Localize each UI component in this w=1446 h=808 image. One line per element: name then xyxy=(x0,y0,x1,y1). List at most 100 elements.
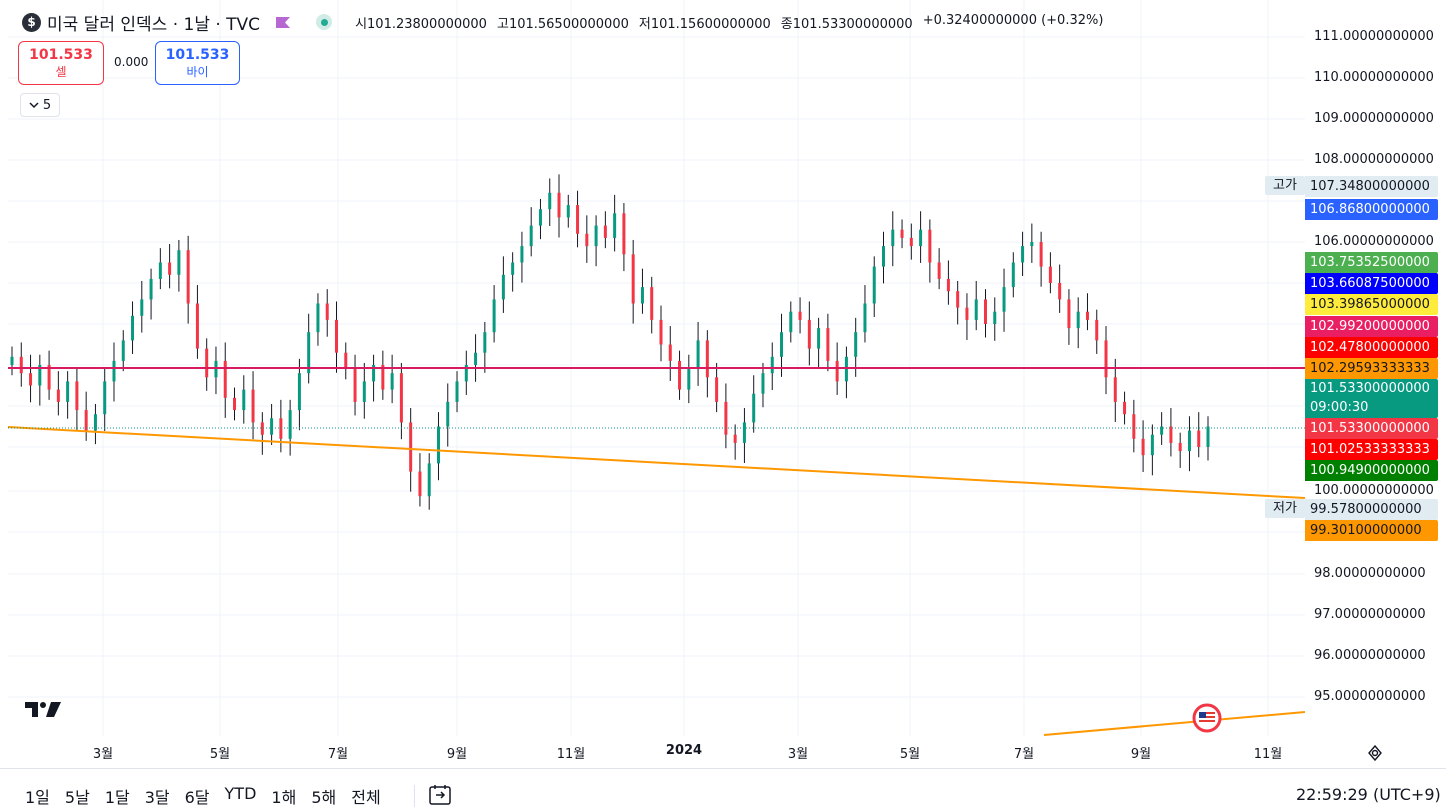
candle-body xyxy=(863,303,867,333)
range-button[interactable]: 전체 xyxy=(351,788,381,807)
candle-body xyxy=(38,365,42,386)
calendar-goto-icon[interactable] xyxy=(428,783,454,807)
candle-body xyxy=(909,237,913,247)
candle xyxy=(696,321,700,386)
price-chart[interactable] xyxy=(8,0,1305,736)
candle xyxy=(29,354,33,403)
candle-body xyxy=(687,369,691,390)
range-button[interactable]: YTD xyxy=(224,784,257,803)
candle xyxy=(242,375,246,424)
candle-body xyxy=(715,377,719,402)
chart-pane[interactable] xyxy=(8,0,1305,736)
candle-body xyxy=(817,328,821,349)
candle-body xyxy=(93,414,97,431)
candle xyxy=(186,235,190,324)
candle xyxy=(131,301,135,354)
price-axis[interactable]: 111.00000000000 110.00000000000 109.000000… xyxy=(1305,0,1446,736)
candle-body xyxy=(474,352,478,365)
candle-body xyxy=(233,397,237,411)
bar-countdown: 09:00:30 xyxy=(1310,400,1369,415)
symbol-legend: $ 미국 달러 인덱스 · 1날 · TVC 시101.23800000000 … xyxy=(22,11,1103,35)
candle-body xyxy=(84,410,88,431)
candlestick-series xyxy=(10,174,1210,510)
candle xyxy=(158,248,162,290)
buy-button[interactable]: 101.533 바이 xyxy=(155,41,240,85)
candle-body xyxy=(158,262,162,279)
tradingview-logo-icon[interactable] xyxy=(24,699,64,719)
candle xyxy=(1002,268,1006,332)
indicators-collapse-button[interactable]: 5 xyxy=(20,93,60,117)
range-button[interactable]: 3달 xyxy=(144,788,170,807)
candle-body xyxy=(436,426,440,464)
candle-body xyxy=(807,319,811,349)
candle-body xyxy=(297,373,301,411)
buy-price: 101.533 xyxy=(165,47,230,63)
candle xyxy=(381,350,385,400)
candle-body xyxy=(168,262,172,275)
candle-body xyxy=(956,291,960,308)
candle-body xyxy=(464,365,468,382)
candle-body xyxy=(678,360,682,390)
candle-body xyxy=(900,229,904,238)
candle xyxy=(233,387,237,421)
candle xyxy=(900,219,904,249)
candle xyxy=(418,453,422,507)
candle-body xyxy=(1002,287,1006,312)
candle xyxy=(205,338,209,391)
candle-body xyxy=(993,311,997,324)
candle-body xyxy=(1104,340,1108,378)
range-button[interactable]: 5날 xyxy=(64,788,90,807)
range-button[interactable]: 1해 xyxy=(271,788,297,807)
settings-icon[interactable] xyxy=(1366,744,1384,762)
toolbar-divider xyxy=(414,785,415,807)
candle-body xyxy=(1085,311,1089,320)
us-flag-event-icon[interactable] xyxy=(1192,703,1222,733)
candle-body xyxy=(854,332,858,357)
candle xyxy=(882,231,886,284)
candle xyxy=(325,289,329,337)
candle xyxy=(1104,326,1108,395)
session-clock[interactable]: 22:59:29 (UTC+9) xyxy=(1296,785,1441,804)
candle xyxy=(75,367,79,431)
candle-body xyxy=(242,389,246,411)
candle xyxy=(1021,231,1025,277)
market-status-icon[interactable] xyxy=(316,14,333,30)
symbol-title[interactable]: 미국 달러 인덱스 · 1날 · TVC xyxy=(47,14,261,35)
candle xyxy=(687,354,691,404)
high-tag: 고가 xyxy=(1265,176,1305,195)
low-tag: 저가 xyxy=(1265,499,1305,518)
candle xyxy=(705,330,709,398)
candle xyxy=(344,342,348,380)
axis-price-label: 103.75352500000 xyxy=(1305,252,1438,273)
candle-body xyxy=(733,434,737,443)
candle xyxy=(1123,391,1127,425)
axis-price-label: 102.47800000000 xyxy=(1305,337,1438,358)
candle xyxy=(1197,412,1201,458)
candle xyxy=(603,211,607,249)
sell-button[interactable]: 101.533 셀 xyxy=(18,41,104,85)
time-tick: 3월 xyxy=(92,747,114,762)
flag-icon[interactable] xyxy=(275,16,291,29)
candle xyxy=(1187,416,1191,472)
range-button[interactable]: 5해 xyxy=(311,788,337,807)
candle xyxy=(1160,412,1164,445)
candle xyxy=(362,362,366,419)
range-button[interactable]: 6달 xyxy=(184,788,210,807)
candle xyxy=(668,326,672,381)
candle xyxy=(436,412,440,481)
candle-body xyxy=(1039,242,1043,267)
range-button[interactable]: 1달 xyxy=(104,788,130,807)
candle xyxy=(38,354,42,406)
time-axis[interactable]: 3월 5월 7월 9월 11월 2024 3월 5월 7월 9월 11월 xyxy=(8,736,1305,768)
candle xyxy=(974,280,978,331)
candle-body xyxy=(446,401,450,427)
time-tick: 3월 xyxy=(787,747,809,762)
candle xyxy=(817,317,821,369)
candle-body xyxy=(1206,426,1210,447)
candle xyxy=(260,412,264,455)
dollar-icon[interactable]: $ xyxy=(22,12,41,32)
candle-body xyxy=(270,418,274,435)
price-tick: 98.00000000000 xyxy=(1314,566,1426,581)
range-button[interactable]: 1일 xyxy=(25,788,50,807)
candle-body xyxy=(112,360,116,382)
